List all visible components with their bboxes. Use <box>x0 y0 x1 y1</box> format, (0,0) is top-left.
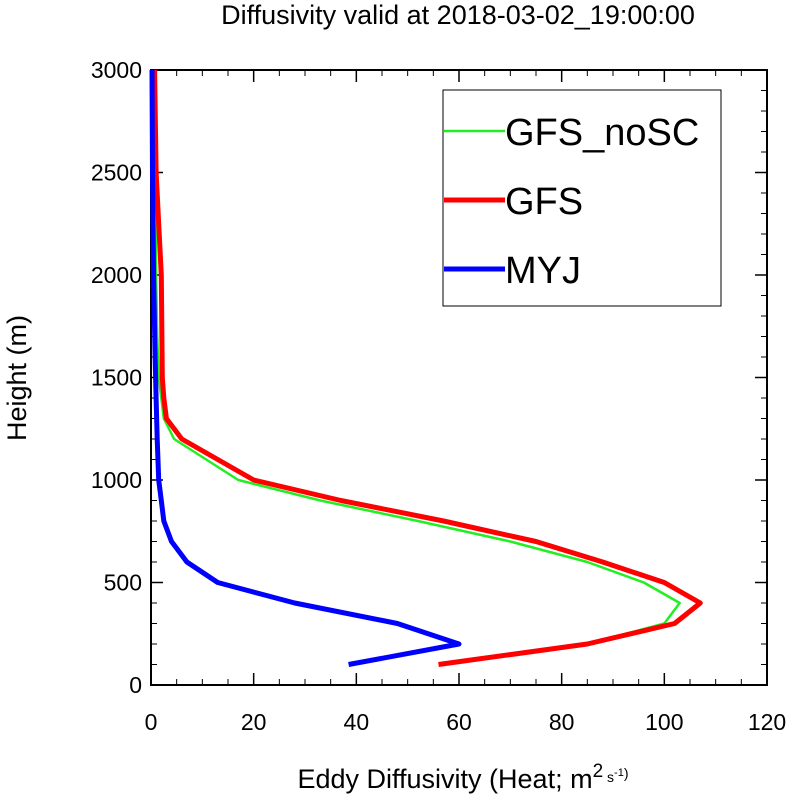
x-axis-title: Eddy Diffusivity (Heat; m2 s-1) <box>297 761 628 794</box>
legend-label: GFS_noSC <box>505 112 699 154</box>
y-tick-label: 0 <box>129 672 142 698</box>
series-line-myj <box>149 69 462 667</box>
x-axis-title-sup-minus1: -1 <box>614 767 624 779</box>
x-axis-title-s: s <box>603 769 614 785</box>
y-tick-label: 2000 <box>91 262 142 288</box>
y-tick-label: 500 <box>104 570 142 596</box>
x-tick-label: 120 <box>748 709 786 735</box>
x-axis-title-close: ) <box>624 765 629 781</box>
chart-title: Diffusivity valid at 2018-03-02_19:00:00 <box>221 0 695 30</box>
plot-axes: 0 20 40 60 80 100 120 0 500 1000 1500 2000 2500 3000 <box>91 57 786 735</box>
y-axis-title: Height (m) <box>2 315 32 441</box>
x-axis-title-sup-2: 2 <box>593 761 604 782</box>
y-tick-label: 2500 <box>91 160 142 186</box>
y-tick-label: 3000 <box>91 57 142 83</box>
plot-series <box>149 69 703 667</box>
x-tick-label: 0 <box>145 709 158 735</box>
legend-label: GFS <box>505 181 583 223</box>
series-line-gfs <box>152 69 703 667</box>
x-tick-label: 40 <box>344 709 370 735</box>
y-tick-label: 1500 <box>91 365 142 391</box>
legend-label: MYJ <box>505 250 581 292</box>
x-tick-label: 20 <box>241 709 267 735</box>
x-tick-label: 60 <box>446 709 472 735</box>
x-axis-title-main: Eddy Diffusivity (Heat; m <box>297 764 592 794</box>
legend: GFS_noSC GFS MYJ <box>442 89 722 307</box>
y-tick-label: 1000 <box>91 467 142 493</box>
x-tick-label: 100 <box>645 709 683 735</box>
x-tick-label: 80 <box>549 709 575 735</box>
